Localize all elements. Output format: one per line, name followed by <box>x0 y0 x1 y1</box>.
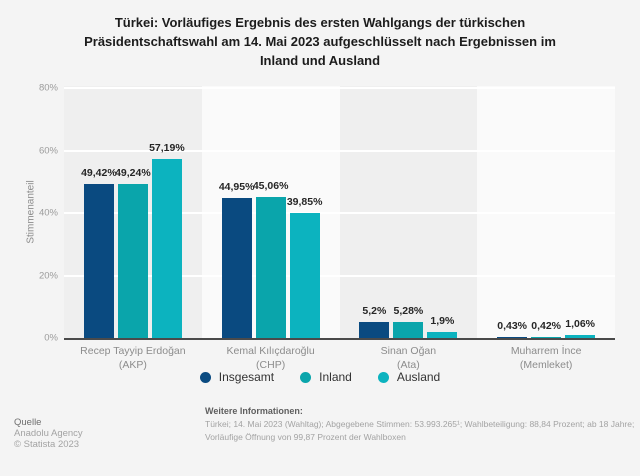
bar-value-label: 5,2% <box>362 304 387 317</box>
bar-ausland <box>427 332 458 338</box>
footer-source: Quelle Anadolu Agency © Statista 2023 <box>14 417 83 450</box>
chart-title-line-3: Inland und Ausland <box>259 53 381 68</box>
legend-dot <box>199 371 211 383</box>
bar-value-label: 0,43% <box>497 319 528 332</box>
legend: Insgesamt Inland Ausland <box>0 370 640 384</box>
bar-ausland <box>289 213 320 338</box>
gridline <box>64 87 615 89</box>
bar-inland <box>255 197 286 338</box>
bar-value-label: 1,9% <box>430 315 455 328</box>
bar-insgesamt <box>497 336 528 338</box>
bar-value-label: 57,19% <box>149 142 185 155</box>
y-tick-label: 60% <box>38 145 58 156</box>
more-info-text: Türkei; 14. Mai 2023 (Wahltag); Abgegebe… <box>205 419 635 442</box>
x-axis-labels: Recep Tayyip Erdoğan (AKP) Kemal Kılıçdaro… <box>64 344 615 376</box>
x-category-party: (CHP) <box>256 359 286 371</box>
x-category-name: Sinan Oğan <box>380 345 437 357</box>
x-category-name: Kemal Kılıçdaroğlu <box>226 345 315 357</box>
legend-label: Insgesamt <box>218 370 275 384</box>
legend-dot <box>377 371 389 383</box>
legend-label: Ausland <box>396 370 441 384</box>
footer-info: Weitere Informationen: Türkei; 14. Mai 2… <box>205 405 637 443</box>
y-tick-label: 0% <box>44 332 58 344</box>
bar-value-label: 1,06% <box>565 317 596 330</box>
bar-value-label: 49,24% <box>115 167 151 180</box>
x-category-party: (AKP) <box>118 359 147 371</box>
gridline <box>64 274 615 277</box>
bar-inland <box>117 184 148 338</box>
legend-dot <box>300 371 312 383</box>
bar-value-label: 39,85% <box>286 196 323 209</box>
bar-value-label: 49,42% <box>81 166 117 179</box>
bar-value-label: 45,06% <box>252 180 289 193</box>
x-category-label: Sinan Oğan (Ata) <box>340 344 478 372</box>
bar-ausland <box>151 159 182 338</box>
x-category-label: Kemal Kılıçdaroğlu (CHP) <box>202 344 340 372</box>
chart-title: Türkei: Vorläufiges Ergebnis des ersten … <box>40 13 600 70</box>
y-tick-label: 40% <box>38 207 58 219</box>
x-category-label: Recep Tayyip Erdoğan (AKP) <box>64 344 202 372</box>
y-tick-label: 20% <box>38 270 58 281</box>
y-axis: 0% 20% 40% 60% 80% <box>0 82 58 344</box>
copyright-text: © Statista 2023 <box>14 439 80 450</box>
bar-value-label: 0,42% <box>531 319 562 332</box>
more-info-label: Weitere Informationen: <box>205 406 303 416</box>
bar-inland <box>531 336 562 338</box>
legend-item-inland: Inland <box>300 370 352 384</box>
bar-value-label: 5,28% <box>393 304 424 317</box>
bar-insgesamt <box>83 183 114 338</box>
legend-item-insgesamt: Insgesamt <box>199 370 275 384</box>
y-tick-label: 80% <box>38 82 58 94</box>
x-category-name: Muharrem İnce <box>510 345 582 357</box>
bar-inland <box>393 321 424 338</box>
x-category-party: (Memleket) <box>519 359 573 371</box>
x-category-label: Muharrem İnce (Memleket) <box>477 344 615 372</box>
legend-label: Inland <box>319 370 352 384</box>
x-category-name: Recep Tayyip Erdoğan <box>80 345 186 357</box>
bar-insgesamt <box>221 197 252 338</box>
chart-title-line-2: Präsidentschaftswahl am 14. Mai 2023 auf… <box>84 34 556 49</box>
plot-area: 49,42% 49,24% 57,19% 44,95% 45,06% 39,85% 5,2%… <box>64 86 615 340</box>
x-category-party: (Ata) <box>396 359 420 371</box>
gridline <box>64 149 615 152</box>
legend-item-ausland: Ausland <box>377 370 441 384</box>
source-name: Anadolu Agency <box>14 428 83 439</box>
chart-title-line-1: Türkei: Vorläufiges Ergebnis des ersten … <box>114 15 526 30</box>
bar-value-label: 44,95% <box>218 180 255 193</box>
source-label: Quelle <box>14 417 42 428</box>
bar-insgesamt <box>359 321 390 338</box>
bar-ausland <box>565 334 596 338</box>
gridline <box>64 212 615 214</box>
